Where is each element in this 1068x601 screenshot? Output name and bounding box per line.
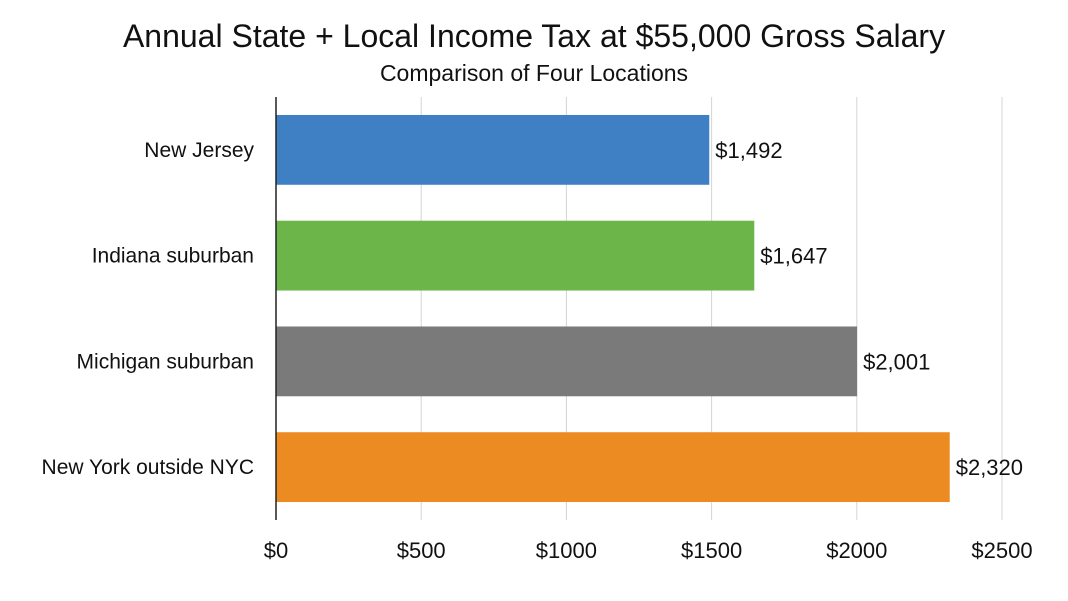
category-label: Michigan suburban [77, 350, 254, 373]
data-label: $1,492 [715, 138, 782, 163]
bars [276, 114, 950, 503]
chart-title: Annual State + Local Income Tax at $55,0… [123, 18, 945, 54]
bar [276, 432, 950, 503]
category-label: New Jersey [144, 139, 254, 162]
x-tick-label: $1000 [536, 538, 597, 563]
x-tick-label: $500 [397, 538, 446, 563]
category-label: Indiana suburban [92, 245, 254, 268]
x-tick-label: $0 [264, 538, 288, 563]
x-tick-label: $1500 [681, 538, 742, 563]
bar [276, 220, 755, 291]
x-tick-label: $2500 [971, 538, 1032, 563]
x-tick-label: $2000 [826, 538, 887, 563]
data-label: $2,320 [956, 455, 1023, 480]
data-label: $1,647 [760, 244, 827, 269]
bar [276, 114, 710, 185]
labels: $0 $500 $1000 $1500 $2000 $2500 New Jersey $1,4… [42, 138, 1033, 563]
bar [276, 326, 858, 397]
chart-subtitle: Comparison of Four Locations [380, 60, 688, 86]
data-label: $2,001 [863, 349, 930, 374]
category-label: New York outside NYC [42, 456, 254, 479]
